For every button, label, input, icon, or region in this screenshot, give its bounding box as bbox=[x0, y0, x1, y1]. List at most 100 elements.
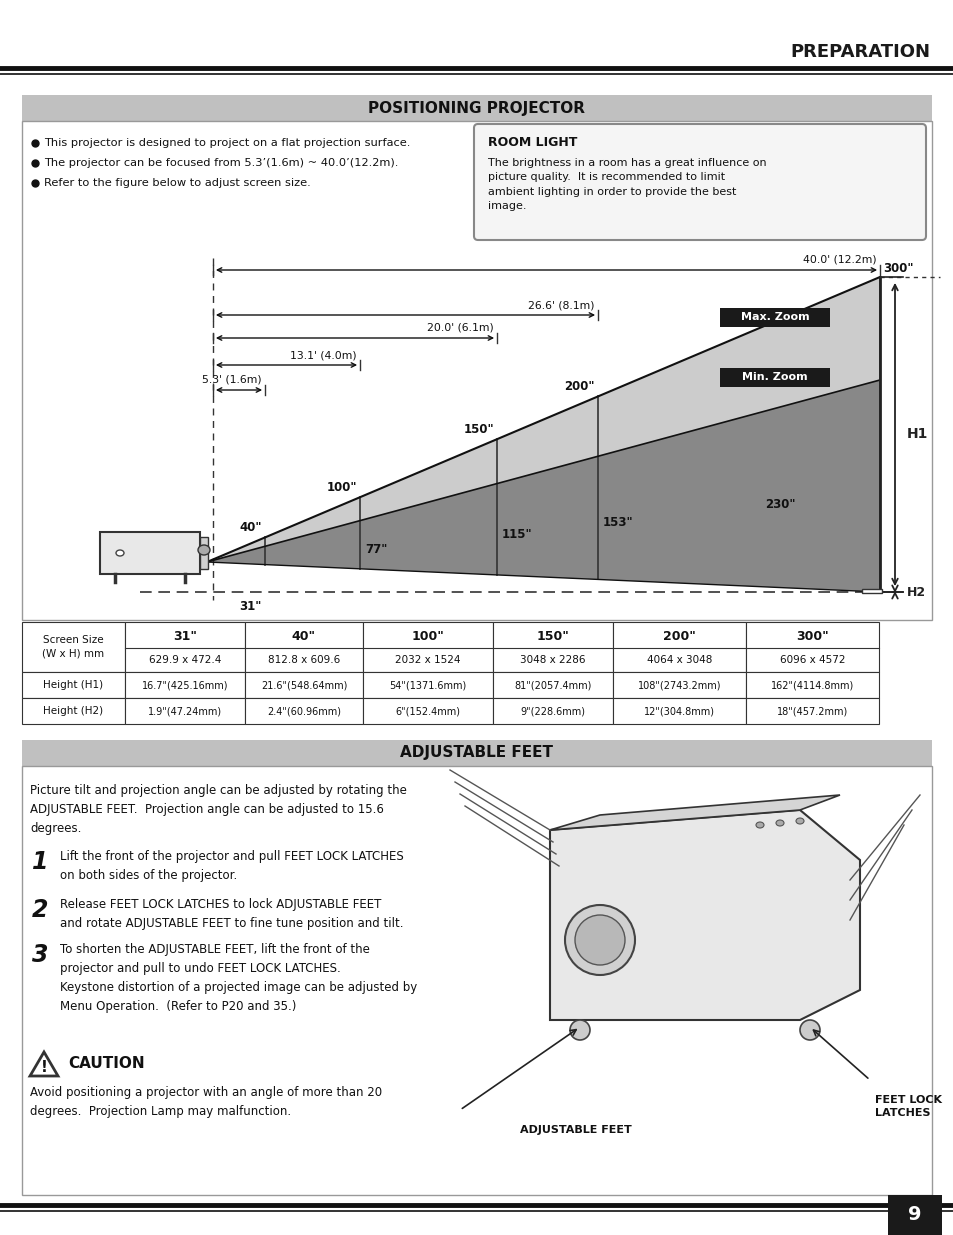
Text: FEET LOCK
LATCHES: FEET LOCK LATCHES bbox=[874, 1095, 941, 1118]
Text: 9"(228.6mm): 9"(228.6mm) bbox=[520, 706, 585, 716]
Bar bbox=[125, 672, 245, 698]
Text: 100": 100" bbox=[326, 482, 356, 494]
Text: To shorten the ADJUSTABLE FEET, lift the front of the
projector and pull to undo: To shorten the ADJUSTABLE FEET, lift the… bbox=[60, 944, 416, 1013]
Text: This projector is designed to project on a flat projection surface.: This projector is designed to project on… bbox=[44, 138, 410, 148]
Text: Picture tilt and projection angle can be adjusted by rotating the
ADJUSTABLE FEE: Picture tilt and projection angle can be… bbox=[30, 784, 406, 835]
Bar bbox=[200, 537, 208, 569]
Text: 4064 x 3048: 4064 x 3048 bbox=[646, 655, 712, 664]
Ellipse shape bbox=[775, 820, 783, 826]
Text: 5.3' (1.6m): 5.3' (1.6m) bbox=[202, 375, 262, 385]
Text: 153": 153" bbox=[602, 516, 633, 530]
Text: 31": 31" bbox=[239, 600, 262, 613]
Text: 100": 100" bbox=[411, 630, 444, 642]
Text: 162"(4114.8mm): 162"(4114.8mm) bbox=[770, 680, 853, 690]
Text: 54"(1371.6mm): 54"(1371.6mm) bbox=[389, 680, 466, 690]
Text: 150": 150" bbox=[536, 630, 569, 642]
Bar bbox=[22, 121, 931, 620]
Polygon shape bbox=[207, 277, 879, 562]
Bar bbox=[22, 740, 931, 766]
Text: 3048 x 2286: 3048 x 2286 bbox=[519, 655, 585, 664]
Bar bbox=[22, 95, 931, 121]
Text: Screen Size
(W x H) mm: Screen Size (W x H) mm bbox=[42, 635, 105, 658]
Bar bbox=[22, 698, 125, 724]
Text: PREPARATION: PREPARATION bbox=[789, 43, 929, 61]
Polygon shape bbox=[30, 1052, 58, 1076]
Bar bbox=[125, 698, 245, 724]
Circle shape bbox=[569, 1020, 589, 1040]
Text: 21.6"(548.64mm): 21.6"(548.64mm) bbox=[260, 680, 347, 690]
Text: ADJUSTABLE FEET: ADJUSTABLE FEET bbox=[519, 1125, 631, 1135]
Bar bbox=[613, 672, 745, 698]
Bar bbox=[245, 698, 363, 724]
Bar bbox=[22, 622, 125, 672]
Text: 300": 300" bbox=[882, 262, 913, 275]
Ellipse shape bbox=[116, 550, 124, 556]
Text: 77": 77" bbox=[365, 543, 387, 556]
Text: 81"(2057.4mm): 81"(2057.4mm) bbox=[514, 680, 591, 690]
Text: 2032 x 1524: 2032 x 1524 bbox=[395, 655, 460, 664]
Text: The brightness in a room has a great influence on
picture quality.  It is recomm: The brightness in a room has a great inf… bbox=[488, 158, 766, 211]
Bar bbox=[245, 672, 363, 698]
Ellipse shape bbox=[755, 823, 763, 827]
Text: 1.9"(47.24mm): 1.9"(47.24mm) bbox=[148, 706, 222, 716]
Bar bbox=[613, 698, 745, 724]
Text: 13.1' (4.0m): 13.1' (4.0m) bbox=[290, 350, 356, 359]
Text: 230": 230" bbox=[764, 498, 795, 511]
Text: ROOM LIGHT: ROOM LIGHT bbox=[488, 136, 577, 148]
Bar bbox=[125, 622, 245, 672]
Text: Height (H1): Height (H1) bbox=[44, 680, 104, 690]
Bar bbox=[363, 622, 493, 672]
Bar bbox=[493, 622, 613, 672]
Text: 200": 200" bbox=[564, 380, 595, 394]
Text: 629.9 x 472.4: 629.9 x 472.4 bbox=[149, 655, 221, 664]
Text: H2: H2 bbox=[906, 585, 925, 599]
Ellipse shape bbox=[795, 818, 803, 824]
Text: 6"(152.4mm): 6"(152.4mm) bbox=[395, 706, 460, 716]
Text: 108"(2743.2mm): 108"(2743.2mm) bbox=[638, 680, 720, 690]
Text: Release FEET LOCK LATCHES to lock ADJUSTABLE FEET
and rotate ADJUSTABLE FEET to : Release FEET LOCK LATCHES to lock ADJUST… bbox=[60, 898, 403, 930]
Bar bbox=[363, 698, 493, 724]
Text: 9: 9 bbox=[907, 1205, 921, 1224]
Bar bbox=[745, 672, 878, 698]
Bar bbox=[720, 308, 829, 327]
Bar bbox=[613, 622, 745, 672]
Bar bbox=[887, 1195, 941, 1235]
Text: 40.0' (12.2m): 40.0' (12.2m) bbox=[802, 254, 876, 266]
Circle shape bbox=[800, 1020, 820, 1040]
Text: 6096 x 4572: 6096 x 4572 bbox=[779, 655, 844, 664]
Text: 26.6' (8.1m): 26.6' (8.1m) bbox=[528, 300, 595, 310]
Polygon shape bbox=[207, 380, 879, 592]
Text: 200": 200" bbox=[662, 630, 695, 642]
Text: Lift the front of the projector and pull FEET LOCK LATCHES
on both sides of the : Lift the front of the projector and pull… bbox=[60, 850, 403, 882]
Bar bbox=[745, 622, 878, 672]
Text: 115": 115" bbox=[501, 527, 532, 541]
Ellipse shape bbox=[564, 905, 635, 974]
Text: Refer to the figure below to adjust screen size.: Refer to the figure below to adjust scre… bbox=[44, 178, 311, 188]
Bar bbox=[100, 532, 200, 574]
Text: 12"(304.8mm): 12"(304.8mm) bbox=[643, 706, 714, 716]
Text: 20.0' (6.1m): 20.0' (6.1m) bbox=[427, 324, 494, 333]
Text: Max. Zoom: Max. Zoom bbox=[740, 312, 808, 322]
Text: The projector can be focused from 5.3’(1.6m) ~ 40.0’(12.2m).: The projector can be focused from 5.3’(1… bbox=[44, 158, 398, 168]
Ellipse shape bbox=[575, 915, 624, 965]
Text: 18"(457.2mm): 18"(457.2mm) bbox=[776, 706, 847, 716]
Text: 300": 300" bbox=[796, 630, 828, 642]
Bar bbox=[22, 766, 931, 1195]
Text: H1: H1 bbox=[906, 427, 927, 441]
Text: Height (H2): Height (H2) bbox=[44, 706, 104, 716]
Text: 2: 2 bbox=[32, 898, 49, 923]
Text: 40": 40" bbox=[239, 521, 262, 535]
Text: 2.4"(60.96mm): 2.4"(60.96mm) bbox=[267, 706, 340, 716]
Text: 812.8 x 609.6: 812.8 x 609.6 bbox=[268, 655, 340, 664]
Bar bbox=[493, 672, 613, 698]
Text: 1: 1 bbox=[32, 850, 49, 874]
Bar bbox=[493, 698, 613, 724]
Text: 150": 150" bbox=[463, 424, 494, 436]
Ellipse shape bbox=[198, 545, 210, 555]
Text: 31": 31" bbox=[172, 630, 196, 642]
Text: Avoid positioning a projector with an angle of more than 20
degrees.  Projection: Avoid positioning a projector with an an… bbox=[30, 1086, 382, 1118]
Text: 16.7"(425.16mm): 16.7"(425.16mm) bbox=[142, 680, 228, 690]
FancyBboxPatch shape bbox=[474, 124, 925, 240]
Polygon shape bbox=[550, 795, 840, 830]
Bar bbox=[862, 589, 882, 593]
